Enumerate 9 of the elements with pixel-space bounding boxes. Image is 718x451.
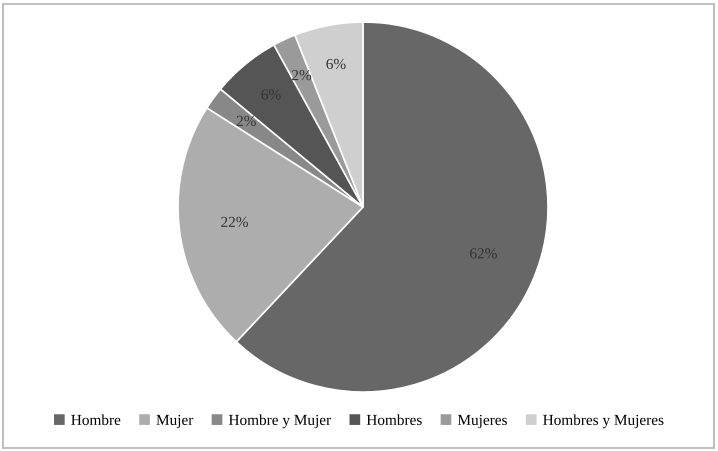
data-label: 6% — [326, 58, 346, 70]
data-label: 2% — [236, 116, 256, 126]
data-label: 22% — [221, 216, 248, 228]
legend-label: Mujeres — [458, 414, 507, 428]
legend-label: Mujer — [156, 414, 194, 428]
legend-label: Hombres — [366, 414, 422, 426]
legend-label: Hombres y Mujeres — [543, 414, 664, 428]
legend-label: Hombre y Mujer — [228, 414, 332, 428]
legend-label: Hombre — [71, 414, 120, 426]
